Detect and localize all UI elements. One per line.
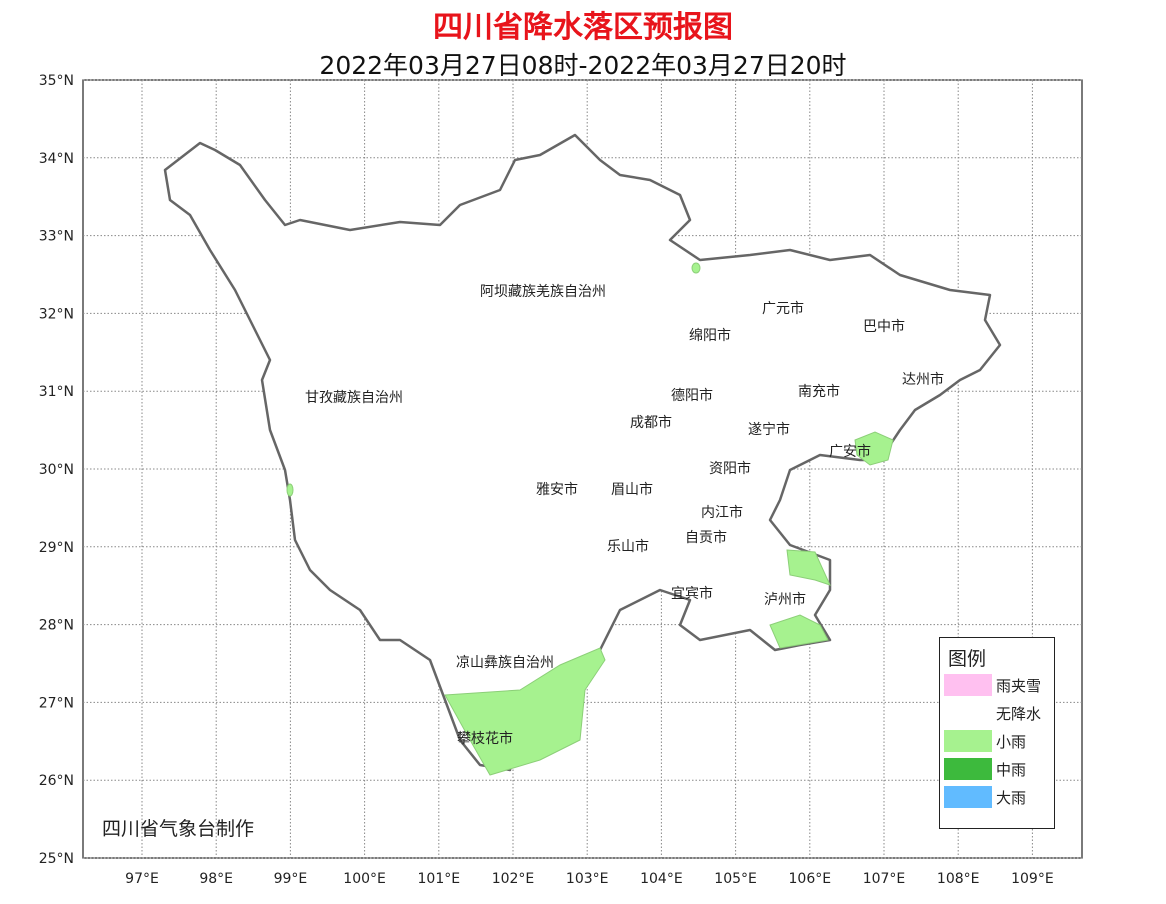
lon-tick-label: 109°E	[1011, 871, 1054, 887]
lon-tick-label: 107°E	[863, 871, 906, 887]
region-label: 遂宁市	[748, 421, 790, 438]
region-label: 雅安市	[536, 481, 578, 498]
lat-tick-label: 28°N	[39, 618, 74, 634]
lon-tick-label: 108°E	[937, 871, 980, 887]
lat-tick-label: 33°N	[39, 229, 74, 245]
lon-tick-label: 101°E	[418, 871, 461, 887]
lat-tick-label: 25°N	[39, 851, 74, 867]
legend-label: 中雨	[996, 760, 1027, 779]
legend-swatch	[944, 786, 992, 808]
legend-swatch	[944, 702, 992, 724]
lat-tick-label: 31°N	[39, 384, 74, 400]
lon-tick-label: 102°E	[492, 871, 535, 887]
lat-tick-label: 32°N	[39, 306, 74, 322]
lat-tick-label: 30°N	[39, 462, 74, 478]
credit-text: 四川省气象台制作	[102, 818, 255, 840]
lon-tick-label: 106°E	[789, 871, 832, 887]
region-label: 德阳市	[671, 387, 713, 404]
lon-tick-label: 99°E	[274, 871, 308, 887]
legend-item: 大雨	[944, 783, 1054, 811]
legend-item: 中雨	[944, 755, 1054, 783]
region-label: 攀枝花市	[457, 730, 513, 747]
rain-area-luzhou-south	[769, 614, 829, 649]
legend-item: 小雨	[944, 727, 1054, 755]
lat-tick-label: 29°N	[39, 540, 74, 556]
region-label: 泸州市	[764, 591, 806, 608]
rain-area-luzhou-north	[786, 549, 831, 586]
region-label: 宜宾市	[671, 585, 713, 602]
lon-tick-label: 97°E	[125, 871, 159, 887]
region-label: 甘孜藏族自治州	[305, 390, 403, 406]
lon-tick-label: 100°E	[343, 871, 386, 887]
map-title: 四川省降水落区预报图	[433, 10, 733, 45]
legend-swatch	[944, 730, 992, 752]
region-label: 广安市	[829, 443, 871, 460]
rain-area-panzhihua	[444, 647, 606, 776]
legend-label: 无降水	[996, 704, 1042, 723]
legend-item: 无降水	[944, 699, 1054, 727]
region-label: 绵阳市	[689, 327, 731, 344]
legend-label: 大雨	[996, 788, 1027, 807]
region-label: 广元市	[762, 300, 804, 317]
legend-label: 小雨	[996, 732, 1027, 751]
region-label: 眉山市	[611, 481, 653, 498]
legend: 图例 雨夹雪无降水小雨中雨大雨	[939, 637, 1055, 829]
region-label: 乐山市	[607, 538, 649, 555]
rain-area-small	[691, 262, 701, 274]
lat-tick-label: 34°N	[39, 151, 74, 167]
sichuan-outline	[163, 133, 1002, 772]
region-label: 成都市	[630, 414, 672, 431]
lon-tick-label: 103°E	[566, 871, 609, 887]
lon-tick-label: 104°E	[640, 871, 683, 887]
lon-tick-label: 98°E	[199, 871, 233, 887]
region-label: 凉山彝族自治州	[456, 655, 554, 671]
region-label: 阿坝藏族羌族自治州	[480, 284, 606, 300]
lat-tick-label: 27°N	[39, 695, 74, 711]
region-label: 南充市	[798, 383, 840, 400]
legend-item: 雨夹雪	[944, 671, 1054, 699]
light-rain-areas	[286, 262, 894, 776]
rain-area-small	[286, 483, 294, 497]
legend-swatch	[944, 674, 992, 696]
legend-label: 雨夹雪	[996, 676, 1042, 695]
legend-swatch	[944, 758, 992, 780]
legend-title: 图例	[948, 648, 987, 670]
map-subtitle: 2022年03月27日08时-2022年03月27日20时	[319, 51, 847, 80]
lon-tick-label: 105°E	[714, 871, 757, 887]
lat-tick-label: 35°N	[39, 73, 74, 89]
region-label: 巴中市	[863, 318, 905, 335]
region-label: 自贡市	[685, 529, 727, 546]
region-label: 资阳市	[709, 460, 751, 477]
rain-area-guangan	[854, 431, 894, 466]
region-label: 内江市	[701, 504, 743, 521]
region-label: 达州市	[902, 371, 944, 388]
lat-tick-label: 26°N	[39, 773, 74, 789]
